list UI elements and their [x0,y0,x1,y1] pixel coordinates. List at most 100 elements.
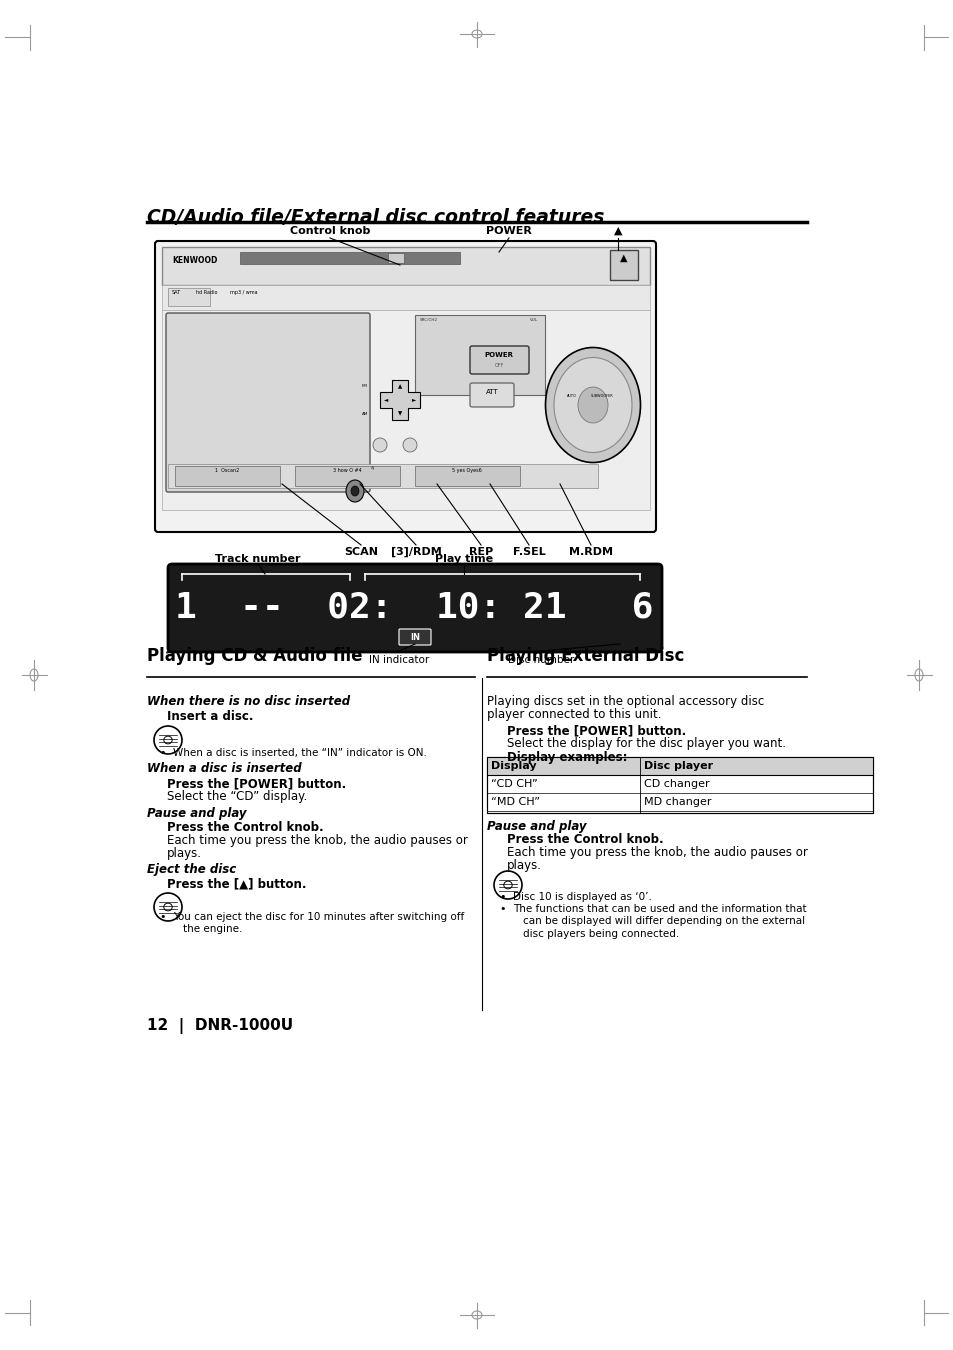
Text: the engine.: the engine. [183,923,242,934]
Text: When a disc is inserted, the “IN” indicator is ON.: When a disc is inserted, the “IN” indica… [172,748,426,757]
Text: IN indicator: IN indicator [369,655,429,666]
Text: ▲: ▲ [397,383,402,389]
Text: The functions that can be used and the information that: The functions that can be used and the i… [513,904,806,914]
FancyBboxPatch shape [470,383,514,406]
Text: REP: REP [468,547,493,558]
Bar [162,285,649,310]
Text: Playing External Disc: Playing External Disc [486,647,683,666]
Ellipse shape [373,437,387,452]
Text: plays.: plays. [506,859,541,872]
Text: “CD CH”: “CD CH” [491,779,537,788]
FancyBboxPatch shape [558,392,585,408]
Text: Control knob: Control knob [290,225,370,236]
Text: [3]/RDM: [3]/RDM [390,547,441,558]
Text: •: • [498,904,505,914]
Text: MD changer: MD changer [643,796,711,807]
Text: Disc 10 is displayed as ‘0’.: Disc 10 is displayed as ‘0’. [513,892,651,902]
Text: Display: Display [491,761,536,771]
Text: Disc player: Disc player [643,761,713,771]
Text: can be displayed will differ depending on the external: can be displayed will differ depending o… [522,917,804,926]
Bar [486,757,872,813]
Text: SUBWOOFER: SUBWOOFER [590,394,613,398]
Text: ▲: ▲ [613,225,621,236]
Text: 1  Oscan2: 1 Oscan2 [214,468,239,472]
Text: Select the display for the disc player you want.: Select the display for the disc player y… [506,737,785,751]
Text: 3 how O #4: 3 how O #4 [333,468,361,472]
Bar [240,252,459,265]
Text: Select the “CD” display.: Select the “CD” display. [167,790,307,803]
Ellipse shape [346,481,364,502]
Bar [294,466,399,486]
Text: Pause and play: Pause and play [147,807,246,819]
Bar [168,288,210,306]
Text: mp3 / wma: mp3 / wma [230,290,257,296]
Text: M.RDM: M.RDM [568,547,613,558]
Text: POWER: POWER [484,352,513,358]
Text: plays.: plays. [167,846,202,860]
Ellipse shape [545,347,639,463]
Text: SCAN: SCAN [344,547,377,558]
Text: POWER: POWER [485,225,532,236]
Text: KENWOOD: KENWOOD [172,256,217,265]
Text: SRC/CH2: SRC/CH2 [419,319,437,323]
Ellipse shape [351,486,358,495]
Text: Disc number: Disc number [507,655,574,666]
Text: “MD CH”: “MD CH” [491,796,539,807]
FancyBboxPatch shape [154,242,656,532]
Text: ▼: ▼ [397,410,402,416]
Bar [609,250,638,279]
Bar [162,247,649,285]
Text: Press the [POWER] button.: Press the [POWER] button. [506,724,685,737]
Text: SAT: SAT [172,290,181,296]
FancyBboxPatch shape [168,564,661,652]
Text: Play time: Play time [435,554,493,564]
Bar [174,466,280,486]
Text: ◄: ◄ [384,397,388,402]
Bar [415,315,544,396]
Text: OFF: OFF [494,363,503,369]
Ellipse shape [402,437,416,452]
FancyBboxPatch shape [166,313,370,491]
Text: Each time you press the knob, the audio pauses or: Each time you press the knob, the audio … [167,834,467,846]
Bar [486,757,872,813]
Text: Press the Control knob.: Press the Control knob. [167,821,323,834]
Text: hd Radio: hd Radio [195,290,217,296]
Ellipse shape [578,387,607,423]
Text: Press the [POWER] button.: Press the [POWER] button. [167,778,346,790]
Text: VOL: VOL [530,319,537,323]
Text: player connected to this unit.: player connected to this unit. [486,707,660,721]
Text: F.SEL: F.SEL [512,547,545,558]
Text: AJ: AJ [371,466,375,470]
FancyBboxPatch shape [588,392,616,408]
FancyBboxPatch shape [398,629,431,645]
Text: IN: IN [410,633,419,641]
Text: •: • [159,913,165,922]
Text: Press the [▲] button.: Press the [▲] button. [167,878,306,890]
Text: Pause and play: Pause and play [486,819,586,833]
Text: Playing CD & Audio file: Playing CD & Audio file [147,647,362,666]
Text: 12  |  DNR-1000U: 12 | DNR-1000U [147,1018,293,1034]
Bar [162,310,649,510]
Text: Insert a disc.: Insert a disc. [167,710,253,724]
Text: FM: FM [362,383,368,387]
Text: You can eject the disc for 10 minutes after switching off: You can eject the disc for 10 minutes af… [172,913,464,922]
Text: 1  --  02:  10: 21   6: 1 -- 02: 10: 21 6 [174,591,653,625]
Text: ►: ► [412,397,416,402]
Text: •: • [498,892,505,902]
Bar [388,252,403,263]
Text: Press the Control knob.: Press the Control knob. [506,833,663,846]
Text: AUTO: AUTO [566,394,577,398]
Text: Display examples:: Display examples: [506,751,627,764]
Text: Track number: Track number [215,554,300,564]
Text: ▲: ▲ [619,252,627,263]
Text: ATT: ATT [485,389,497,396]
Text: disc players being connected.: disc players being connected. [522,929,679,940]
Text: When there is no disc inserted: When there is no disc inserted [147,695,350,707]
Bar [168,464,598,487]
Text: 5 yes Oyes6: 5 yes Oyes6 [452,468,481,472]
FancyBboxPatch shape [470,346,529,374]
Polygon shape [379,379,419,420]
Text: Playing discs set in the optional accessory disc: Playing discs set in the optional access… [486,695,763,707]
Text: When a disc is inserted: When a disc is inserted [147,761,301,775]
Ellipse shape [554,358,631,452]
